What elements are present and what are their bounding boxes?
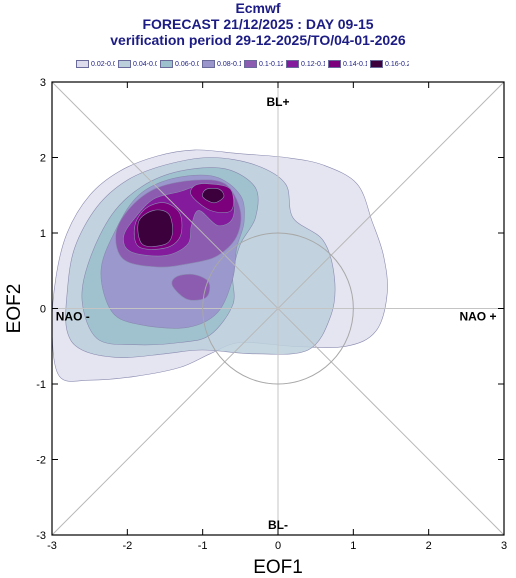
legend-swatch (370, 60, 383, 68)
legend-item: 0.16-0.29 (370, 58, 409, 70)
x-tick-label: -1 (198, 540, 208, 552)
regime-label-bl-plus: BL+ (266, 95, 289, 109)
x-tick-label: 0 (275, 540, 281, 552)
regime-label-nao-minus: NAO - (56, 310, 90, 324)
x-tick-label: -2 (122, 540, 132, 552)
y-axis-label: EOF2 (4, 284, 25, 334)
y-tick-label: 1 (40, 228, 46, 240)
y-tick-label: -2 (36, 455, 46, 467)
chart-legend: 0.02-0.04 0.04-0.06 0.06-0.08 0.08-0.1 0.1-0… (76, 58, 412, 70)
legend-swatch (328, 60, 341, 68)
legend-item: 0.06-0.08 (160, 58, 199, 70)
y-tick-label: -3 (36, 530, 46, 542)
x-axis-label: EOF1 (253, 557, 303, 578)
chart-titles: Ecmwf FORECAST 21/12/2025 : DAY 09-15 ve… (0, 0, 516, 48)
legend-swatch (202, 60, 215, 68)
chart-period: verification period 29-12-2025/TO/04-01-… (110, 32, 406, 48)
legend-label: 0.1-0.12 (259, 60, 283, 68)
legend-label: 0.12-0.14 (301, 60, 325, 68)
density-contour (171, 273, 211, 301)
legend-item: 0.12-0.14 (286, 58, 325, 70)
x-tick-label: 3 (501, 540, 507, 552)
legend-label: 0.08-0.1 (217, 60, 241, 68)
legend-item: 0.14-0.16 (328, 58, 367, 70)
legend-item: 0.08-0.1 (202, 58, 241, 70)
legend-label: 0.02-0.04 (91, 60, 115, 68)
regime-label-nao-plus: NAO + (459, 310, 496, 324)
unit-circle (202, 232, 354, 385)
y-tick-label: 3 (40, 77, 46, 89)
x-tick-label: 1 (350, 540, 356, 552)
density-contour (137, 209, 173, 247)
regime-label-bl-minus: BL- (268, 518, 288, 532)
y-tick-label: -1 (36, 379, 46, 391)
legend-swatch (286, 60, 299, 68)
legend-item: 0.04-0.06 (118, 58, 157, 70)
chart-subtitle: FORECAST 21/12/2025 : DAY 09-15 (142, 16, 374, 32)
legend-item: 0.02-0.04 (76, 58, 115, 70)
legend-label: 0.14-0.16 (343, 60, 367, 68)
y-tick-label: 2 (40, 153, 46, 165)
x-tick-label: 2 (426, 540, 432, 552)
legend-swatch (118, 60, 131, 68)
chart-title: Ecmwf (235, 0, 281, 16)
legend-item: 0.1-0.12 (244, 58, 283, 70)
legend-swatch (76, 60, 89, 68)
legend-swatch (244, 60, 257, 68)
legend-swatch (160, 60, 173, 68)
y-tick-label: 0 (40, 304, 46, 316)
legend-label: 0.16-0.29 (385, 60, 409, 68)
density-contour (202, 188, 225, 204)
x-tick-label: -3 (47, 540, 57, 552)
legend-label: 0.06-0.08 (175, 60, 199, 68)
legend-label: 0.04-0.06 (133, 60, 157, 68)
